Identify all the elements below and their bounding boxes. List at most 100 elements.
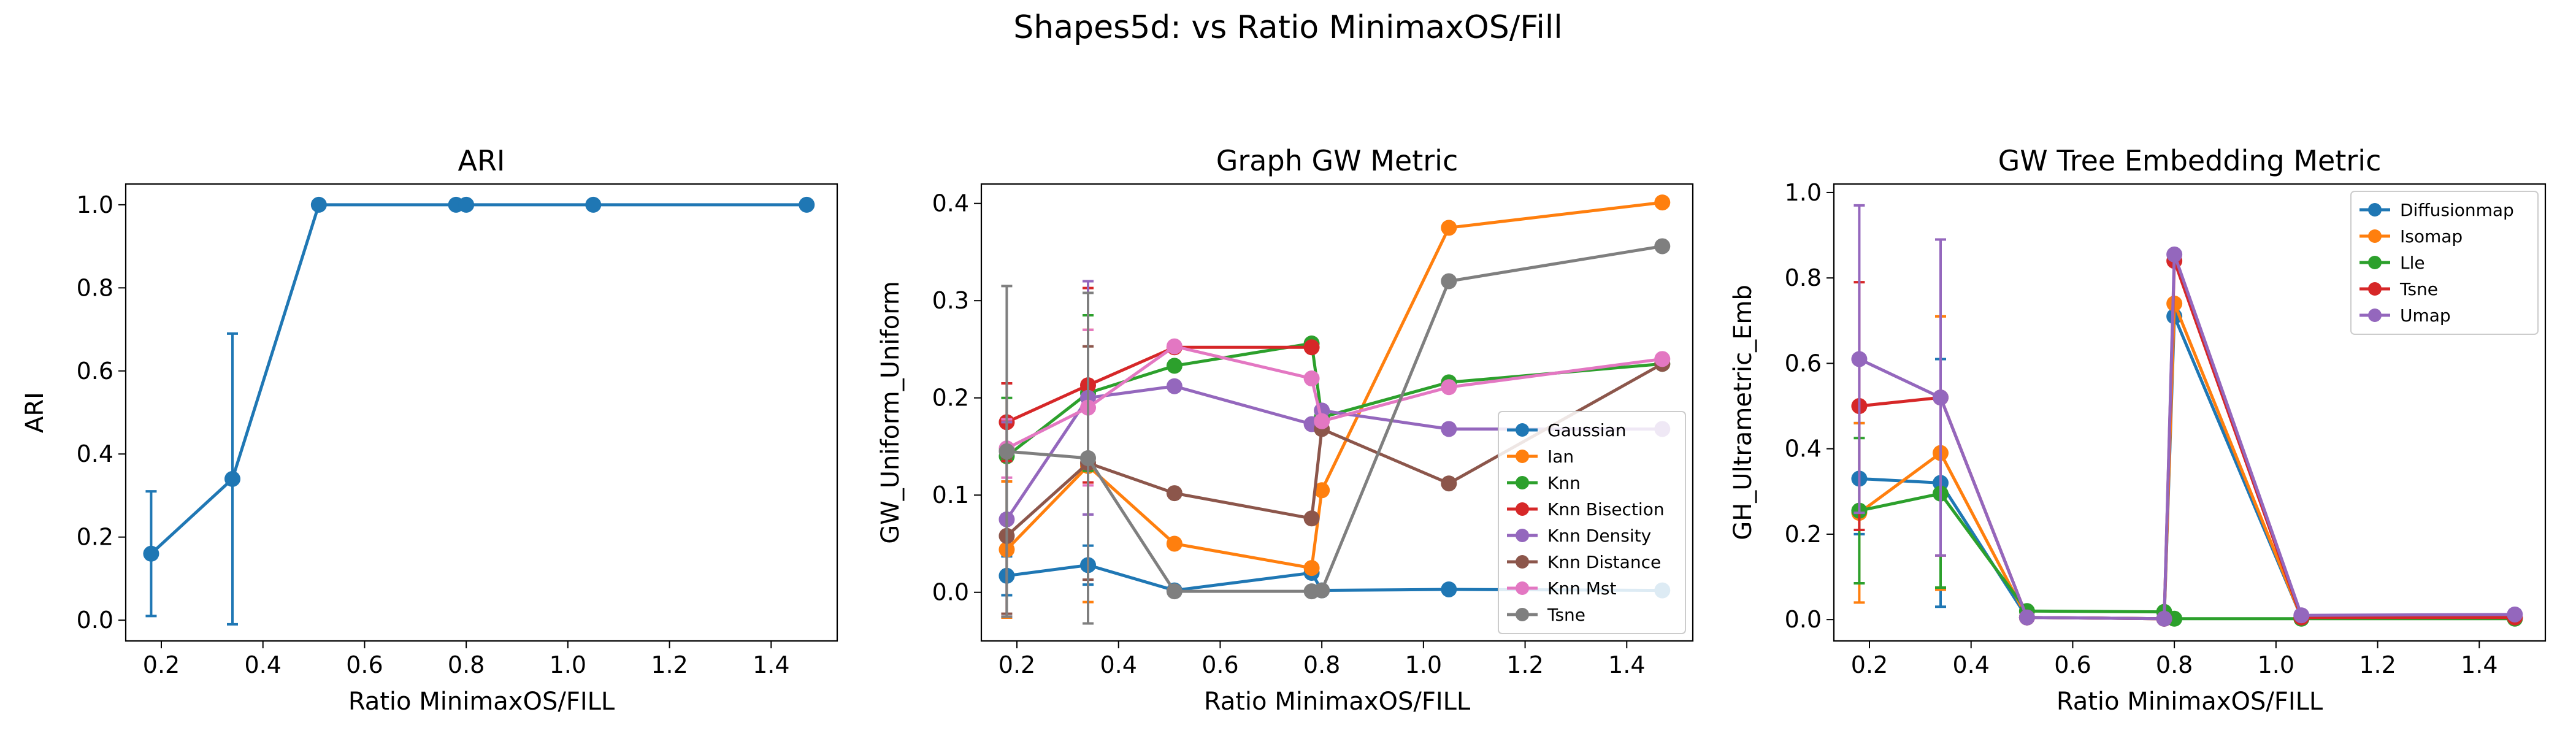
legend-swatch-marker	[1516, 423, 1529, 437]
axes-frame	[125, 183, 838, 642]
x-tick-label: 0.2	[1851, 651, 1888, 678]
x-tick-label: 0.6	[1202, 651, 1238, 678]
series-1	[143, 196, 815, 626]
x-tick-label: 0.2	[143, 651, 180, 678]
x-tick-label: 1.4	[2461, 651, 2497, 678]
data-point	[2018, 609, 2035, 626]
data-point	[1441, 581, 1457, 597]
x-tick-label: 0.4	[1952, 651, 1989, 678]
data-point	[799, 196, 815, 213]
data-point	[1166, 358, 1183, 374]
legend-swatch-marker	[2368, 282, 2382, 296]
x-tick-label: 0.8	[2156, 651, 2193, 678]
y-tick-label: 0.1	[932, 481, 969, 508]
y-tick-label: 0.0	[1785, 606, 1822, 633]
legend-swatch-marker	[2368, 203, 2382, 217]
y-tick-label: 0.6	[1785, 350, 1822, 377]
data-point	[1166, 583, 1183, 600]
data-point	[1441, 220, 1457, 236]
legend-label: Lle	[2400, 253, 2425, 273]
data-point	[1166, 338, 1183, 355]
data-point	[1441, 475, 1457, 492]
data-point	[1654, 351, 1671, 367]
data-point	[458, 196, 475, 213]
x-tick-label: 1.4	[1608, 651, 1645, 678]
x-tick-label: 1.2	[651, 651, 688, 678]
legend-swatch-marker	[1516, 608, 1529, 621]
data-point	[1166, 535, 1183, 552]
figure-suptitle: Shapes5d: vs Ratio MinimaxOS/Fill	[1013, 9, 1562, 46]
y-axis-label: GH_Ultrametric_Emb	[1729, 285, 1757, 540]
y-tick-label: 0.3	[932, 287, 969, 314]
series-umap	[1851, 204, 2523, 627]
data-point	[2156, 610, 2172, 627]
data-point	[1303, 560, 1320, 577]
data-point	[1441, 273, 1457, 289]
data-point	[1303, 370, 1320, 387]
data-point	[1441, 379, 1457, 396]
legend-swatch-marker	[1516, 555, 1529, 569]
x-tick-label: 1.0	[1405, 651, 1442, 678]
y-tick-label: 0.8	[1785, 264, 1822, 291]
x-tick-label: 1.2	[1506, 651, 1543, 678]
axes-frame	[1833, 183, 2547, 642]
y-tick-label: 0.0	[932, 579, 969, 606]
series-line	[1006, 345, 1312, 424]
y-tick-label: 0.4	[77, 440, 113, 467]
x-tick-label: 0.8	[1303, 651, 1340, 678]
y-tick-label: 0.4	[932, 190, 969, 217]
data-point	[1166, 378, 1183, 394]
data-point	[1080, 450, 1096, 466]
data-point	[1166, 485, 1183, 502]
legend-swatch-marker	[1516, 476, 1529, 489]
y-tick-label: 1.0	[1785, 179, 1822, 206]
y-tick-label: 0.2	[932, 385, 969, 412]
data-point	[1314, 582, 1330, 599]
x-tick-label: 0.2	[999, 651, 1035, 678]
legend-label: Gaussian	[1547, 420, 1626, 440]
legend-swatch-marker	[2368, 309, 2382, 322]
legend-swatch-marker	[2368, 256, 2382, 269]
subplot-1: ARI 0.2 0.4 0.6 0.8 1.0 1.2 1.4 0.0 0.2 0.4 0.6 0.8 1…	[21, 144, 838, 716]
x-tick-label: 1.0	[550, 651, 586, 678]
x-tick-label: 0.8	[448, 651, 485, 678]
legend-swatch-marker	[1516, 502, 1529, 516]
y-tick-label: 0.2	[77, 524, 113, 551]
legend-label: Knn Bisection	[1547, 499, 1665, 519]
x-tick-label: 0.4	[244, 651, 281, 678]
legend-label: Knn	[1547, 473, 1581, 493]
data-point	[310, 196, 327, 213]
y-tick-label: 0.6	[77, 358, 113, 385]
legend-swatch-marker	[1516, 529, 1529, 542]
data-point	[999, 443, 1015, 459]
legend-frame	[2350, 191, 2539, 335]
data-point	[1303, 510, 1320, 527]
subplot-3: GW Tree Embedding Metric 0.2 0.4 0.6 0.8 1.0 1…	[1729, 144, 2547, 716]
data-point	[1303, 339, 1320, 356]
legend-swatch-marker	[2368, 229, 2382, 243]
data-point	[1314, 482, 1330, 499]
y-axis-label: GW_Uniform_Uniform	[876, 281, 905, 544]
data-point	[1933, 389, 1949, 406]
data-point	[585, 196, 602, 213]
data-point	[1654, 194, 1671, 211]
legend-swatch-marker	[1516, 450, 1529, 463]
legend-label: Tsne	[2399, 279, 2438, 299]
legend: Diffusionmap Isomap Lle Tsne Umap	[2350, 191, 2539, 335]
data-point	[2166, 246, 2183, 263]
data-point	[2293, 607, 2310, 624]
y-tick-label: 1.0	[77, 191, 113, 218]
y-tick-label: 0.4	[1785, 435, 1822, 462]
x-axis-label: Ratio MinimaxOS/FILL	[1204, 688, 1471, 716]
legend-swatch-marker	[1516, 581, 1529, 595]
legend-frame	[1498, 411, 1686, 634]
data-point	[1314, 413, 1330, 429]
y-tick-label: 0.2	[1785, 521, 1822, 548]
subplot-title: Graph GW Metric	[1216, 144, 1458, 177]
subplot-title: GW Tree Embedding Metric	[1998, 144, 2382, 177]
subplot-2: Graph GW Metric 0.2 0.4 0.6 0.8 1.0 1.2 1.4 0.0 0…	[876, 144, 1694, 716]
legend-label: Diffusionmap	[2400, 200, 2514, 220]
data-point	[224, 470, 240, 487]
